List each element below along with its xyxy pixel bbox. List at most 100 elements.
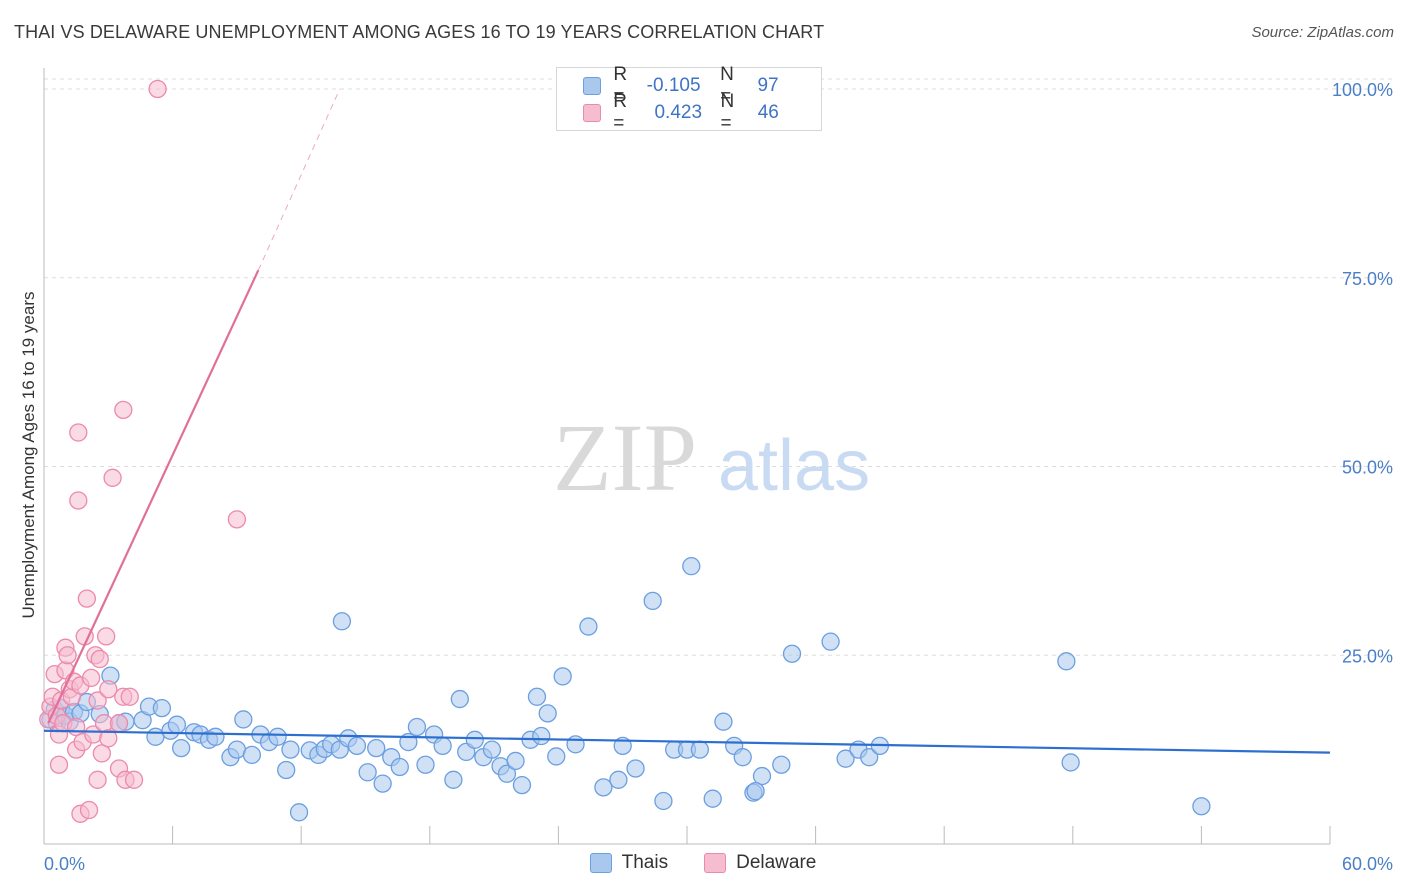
trend-line-thais xyxy=(43,729,1331,754)
thais-point xyxy=(527,687,547,706)
thais-point xyxy=(167,715,187,734)
legend-row-delaware: R = 0.423 N = 46 xyxy=(583,91,821,134)
trend-line-delaware-extension xyxy=(257,88,341,271)
thais-point xyxy=(752,766,772,786)
y-tick-label: 50.0% xyxy=(1342,458,1393,478)
thais-point xyxy=(566,735,585,754)
delaware-point xyxy=(69,491,88,510)
series-thais-points xyxy=(41,557,1211,822)
delaware-point xyxy=(99,729,118,748)
grid xyxy=(44,78,1392,656)
delaware-point xyxy=(97,627,116,646)
thais-point xyxy=(532,726,551,746)
thais-point xyxy=(538,704,557,723)
thais-point xyxy=(416,755,435,774)
thais-point xyxy=(234,710,253,729)
thais-point xyxy=(433,736,452,755)
series-legend: Thais Delaware xyxy=(0,852,1406,874)
thais-point xyxy=(1061,753,1080,772)
watermark-zip: ZIP xyxy=(553,404,697,511)
delaware-point xyxy=(82,668,101,688)
y-tick-label: 100.0% xyxy=(1332,80,1393,100)
y-tick-label: 25.0% xyxy=(1342,646,1393,666)
thais-point xyxy=(682,557,701,576)
thais-point xyxy=(367,738,386,758)
thais-point xyxy=(268,727,287,746)
legend-swatch-delaware xyxy=(704,853,727,873)
thais-point xyxy=(242,745,262,765)
thais-point xyxy=(465,730,484,749)
trend-line-delaware xyxy=(47,269,260,724)
trend-lines xyxy=(43,88,1331,754)
thais-point xyxy=(289,803,309,822)
legend-swatch-thais xyxy=(589,853,612,873)
thais-point xyxy=(152,698,172,718)
delaware-point xyxy=(103,468,122,487)
thais-point xyxy=(772,755,791,774)
thais-point xyxy=(703,789,722,808)
legend-n-label: N = xyxy=(720,91,735,134)
legend-r-label: R = xyxy=(613,91,627,134)
delaware-point xyxy=(114,400,133,420)
thais-point xyxy=(690,740,710,759)
thais-point xyxy=(407,717,427,737)
series-delaware-points xyxy=(39,79,247,823)
delaware-point xyxy=(67,717,86,737)
thais-point xyxy=(782,644,802,663)
thais-point xyxy=(206,727,225,746)
thais-point xyxy=(373,774,392,793)
legend-label-thais: Thais xyxy=(621,852,669,873)
delaware-point xyxy=(109,714,129,733)
legend-n-value: 46 xyxy=(757,102,779,123)
thais-point xyxy=(733,748,752,767)
thais-point xyxy=(512,775,532,795)
legend-swatch-delaware xyxy=(583,104,602,122)
thais-point xyxy=(579,617,598,636)
thais-point xyxy=(643,591,662,611)
y-axis-label: Unemployment Among Ages 16 to 19 years xyxy=(19,292,38,619)
thais-point xyxy=(332,612,352,631)
thais-point xyxy=(547,747,566,766)
delaware-point xyxy=(90,649,109,669)
thais-point xyxy=(390,757,409,777)
thais-point xyxy=(450,689,469,709)
thais-point xyxy=(860,748,879,767)
delaware-point xyxy=(88,691,107,710)
delaware-point xyxy=(58,646,77,665)
delaware-point xyxy=(49,755,69,774)
thais-point xyxy=(172,738,191,758)
delaware-point xyxy=(69,423,88,442)
legend-n-value: 97 xyxy=(757,75,779,96)
thais-point xyxy=(1192,797,1211,816)
delaware-point xyxy=(88,770,107,789)
thais-point xyxy=(821,632,840,651)
delaware-point xyxy=(77,589,97,608)
thais-point xyxy=(277,760,296,780)
delaware-point xyxy=(120,687,139,706)
thais-point xyxy=(836,749,855,768)
legend-item-delaware[interactable]: Delaware xyxy=(704,852,816,874)
y-tick-label: 75.0% xyxy=(1342,269,1393,289)
x-tick-label: 0.0% xyxy=(44,854,85,874)
delaware-point xyxy=(148,79,167,99)
delaware-point xyxy=(92,744,112,763)
thais-point xyxy=(746,782,765,801)
correlation-legend: R = -0.105 N = 97 R = 0.423 N = 46 xyxy=(556,64,822,134)
chart-title: THAI VS DELAWARE UNEMPLOYMENT AMONG AGES… xyxy=(14,22,825,42)
thais-point xyxy=(609,770,628,789)
delaware-point xyxy=(99,680,118,699)
delaware-point xyxy=(79,800,99,820)
legend-n-label: N = xyxy=(720,64,734,107)
delaware-point xyxy=(227,510,247,529)
thais-point xyxy=(482,740,502,759)
tick-labels: 100.0% 75.0% 50.0% 25.0% 0.0% 60.0% xyxy=(44,80,1393,874)
legend-swatch-thais xyxy=(583,77,602,95)
thais-point xyxy=(626,759,645,778)
thais-point xyxy=(506,751,525,771)
thais-point xyxy=(444,770,463,789)
thais-point xyxy=(358,763,377,782)
thais-point xyxy=(347,736,367,755)
legend-item-thais[interactable]: Thais xyxy=(589,852,669,874)
legend-r-value: -0.105 xyxy=(646,75,701,96)
